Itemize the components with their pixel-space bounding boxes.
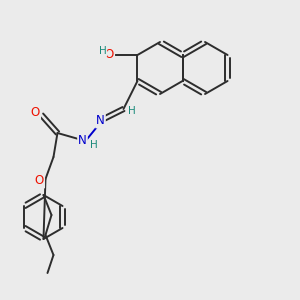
Text: O: O [105,49,114,62]
Text: N: N [96,115,105,128]
Text: H: H [90,140,98,150]
Text: H: H [128,106,135,116]
Text: O: O [31,106,40,119]
Text: N: N [78,134,87,148]
Text: H: H [99,46,106,56]
Text: O: O [35,175,44,188]
